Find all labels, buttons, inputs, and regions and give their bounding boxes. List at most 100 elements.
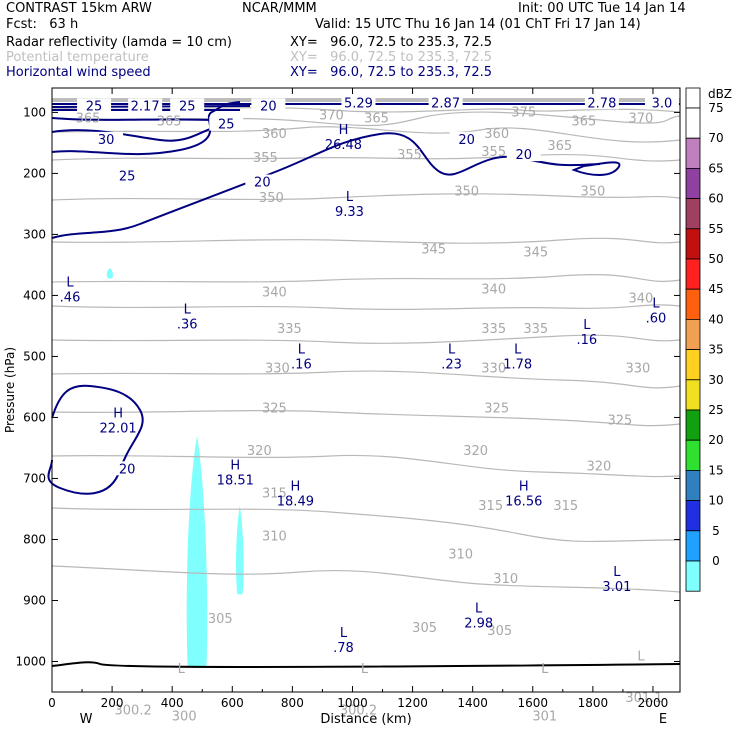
wind-extremum-value-1: 9.33 — [335, 205, 364, 220]
x-tick-label-8: 1600 — [517, 696, 548, 710]
legend-swatch-top — [685, 87, 701, 109]
theta-contour-345 — [51, 237, 681, 244]
legend-swatch-0 — [685, 107, 701, 139]
wind-extremum-letter-5: L — [448, 342, 456, 357]
theta-contour-320 — [51, 410, 681, 427]
wind-labels: 25 2.17 25 20 5.29 2.87 2.78 3.0 25 30 20 20 25 20 20 H… — [60, 95, 679, 656]
wind-label-9: 30 — [98, 133, 115, 148]
legend-level-0: 75 — [708, 101, 723, 115]
wind-extremum-value-13: 3.01 — [602, 580, 631, 595]
wind-extremum-value-6: 1.78 — [503, 357, 532, 372]
theta-label-36: 310 — [262, 529, 287, 544]
theta-contour-335 — [51, 304, 681, 311]
legend-swatch-12 — [685, 469, 701, 501]
wind-extremum-letter-1: L — [346, 190, 354, 205]
x-end-label-east: E — [659, 712, 667, 727]
theta-label-11: 355 — [397, 148, 422, 163]
theta-label-14: 350 — [454, 185, 479, 200]
theta-label-46: 301.1 — [625, 691, 662, 706]
wind-extremum-letter-7: L — [583, 318, 591, 333]
theta-label-43: 300 — [172, 709, 197, 724]
wind-label-bg-0 — [77, 98, 112, 113]
wind-extremum-letter-8: L — [652, 297, 660, 312]
theta-label-21: 335 — [277, 322, 302, 337]
wind-label-bg-6 — [584, 95, 619, 110]
wind-contour-20-lower — [47, 384, 144, 495]
y-tick-label-0: 100 — [23, 105, 46, 119]
theta-label-24: 330 — [265, 362, 290, 377]
x-tick-label-10: 2000 — [638, 696, 669, 710]
legend-level-3: 60 — [708, 192, 723, 206]
wind-extremum-value-10: 18.51 — [217, 473, 254, 488]
theta-label-18: 340 — [262, 285, 287, 300]
y-tick-label-8: 900 — [23, 593, 46, 607]
forecast-hour: Fcst: 63 h — [6, 17, 79, 32]
theta-label-3: 370 — [319, 108, 344, 123]
x-axis-label: Distance (km) — [320, 712, 411, 727]
reflectivity-cell-1 — [236, 505, 244, 595]
wind-extremum-letter-2: L — [66, 275, 74, 290]
theta-contour-310 — [51, 507, 681, 543]
theta-label-2: 360 — [262, 127, 287, 142]
legend-swatch-14 — [685, 530, 701, 562]
wind-label-13: 20 — [254, 176, 271, 191]
wind-contour-20-east — [571, 161, 621, 176]
y-tick-label-4: 500 — [23, 349, 46, 363]
theta-label-17: 345 — [523, 246, 548, 261]
wind-extremum-value-2: .46 — [60, 290, 81, 305]
wind-label-bg-11 — [506, 147, 541, 162]
legend-level-9: 30 — [708, 373, 723, 387]
wind-label-bg-3 — [251, 98, 286, 113]
field-wind-xy: XY= 96.0, 72.5 to 235.3, 72.5 — [290, 65, 493, 80]
field-wind-name: Horizontal wind speed — [6, 65, 151, 80]
theta-label-32: 320 — [586, 459, 611, 474]
theta-label-12: 355 — [481, 145, 506, 160]
theta-contour-355 — [51, 153, 681, 162]
legend-level-7: 40 — [708, 312, 723, 326]
wind-extremum-letter-15: L — [340, 626, 348, 641]
legend-level-15: 0 — [712, 554, 720, 568]
wind-extremum-letter-12: H — [519, 480, 529, 495]
y-tick-label-2: 300 — [23, 227, 46, 241]
legend-level-14: 5 — [712, 524, 720, 538]
x-tick-label-6: 1200 — [397, 696, 428, 710]
wind-extremum-letter-4: L — [298, 342, 306, 357]
wind-label-11: 20 — [515, 148, 532, 163]
legend-title: dBZ — [708, 87, 732, 101]
theta-label-1: 365 — [157, 115, 182, 130]
wind-label-10: 20 — [458, 133, 475, 148]
y-tick-label-1: 200 — [23, 166, 46, 180]
legend-swatch-3 — [685, 198, 701, 230]
legend-swatch-5 — [685, 258, 701, 290]
surface-line — [51, 661, 681, 668]
theta-contour-330 — [51, 334, 681, 344]
init-time: Init: 00 UTC Tue 14 Jan 14 — [518, 1, 686, 16]
theta-label-5: 375 — [511, 105, 536, 120]
theta-label-13: 350 — [259, 191, 284, 206]
theta-label-28: 325 — [484, 401, 509, 416]
legend-swatch-10 — [685, 409, 701, 441]
x-tick-label-2: 400 — [161, 696, 184, 710]
wind-label-bg-4 — [341, 95, 376, 110]
wind-label-5: 2.87 — [431, 96, 460, 111]
theta-label-37: 310 — [448, 548, 473, 563]
wind-extremum-value-14: 2.98 — [464, 617, 493, 632]
wind-label-bg-7 — [644, 95, 679, 110]
legend-swatch-11 — [685, 439, 701, 471]
wind-label-12: 25 — [119, 169, 136, 184]
legend-swatch-2 — [685, 167, 701, 199]
wind-extremum-letter-10: H — [230, 458, 240, 473]
wind-label-bg-8 — [209, 116, 244, 131]
theta-contour-340 — [51, 274, 681, 283]
theta-label-45: 301 — [532, 709, 557, 724]
theta-label-29: 325 — [607, 414, 632, 429]
theta-label-8: 365 — [571, 115, 596, 130]
wind-label-bg-5 — [428, 95, 463, 110]
theta-extremum-0: L — [178, 662, 186, 677]
theta-contour-315 — [51, 454, 681, 478]
wind-label-0: 25 — [86, 99, 103, 114]
theta-label-9: 370 — [629, 112, 654, 127]
theta-extremum-3: L — [637, 650, 645, 665]
theta-label-40: 305 — [412, 621, 437, 636]
